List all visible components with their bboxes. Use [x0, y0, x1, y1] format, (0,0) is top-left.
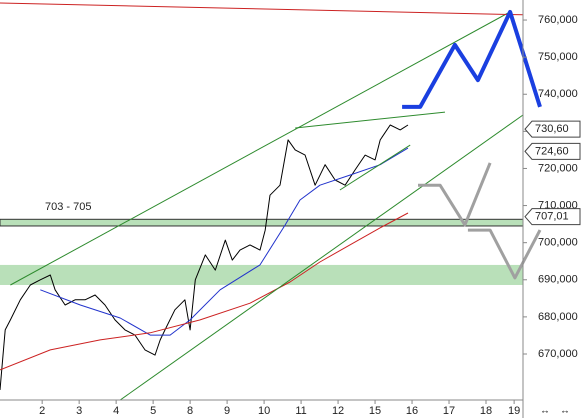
series-line [339, 144, 411, 191]
price-tag-label: 707,01 [535, 211, 569, 223]
series-line [0, 212, 409, 371]
series-line [467, 228, 542, 280]
y-tick-label: 760,000 [538, 14, 578, 26]
x-tick-label: 2 [39, 405, 45, 417]
x-tick-label: 19 [508, 405, 520, 417]
x-tick-label: 8 [187, 405, 193, 417]
price-tag [524, 208, 581, 226]
series-line [40, 147, 409, 336]
zone [0, 218, 524, 227]
zone [0, 264, 523, 285]
x-tick-label: 16 [406, 405, 418, 417]
series-line [119, 114, 524, 401]
x-tick-label: 4 [113, 405, 119, 417]
scroll-buttons[interactable]: ↔ ↔ [540, 406, 570, 417]
y-tick-label: 740,000 [538, 88, 578, 100]
x-tick-label: 10 [258, 405, 270, 417]
price-tag-label: 724,60 [535, 145, 569, 157]
price-tag [524, 142, 581, 160]
series-line [10, 11, 511, 286]
scroll-icon[interactable]: ↔ [540, 406, 550, 417]
x-tick-label: 18 [480, 405, 492, 417]
series-line [295, 111, 446, 129]
y-tick-label: 720,000 [538, 162, 578, 174]
x-tick-label: 12 [332, 405, 344, 417]
scroll-icon[interactable]: ↔ [560, 406, 570, 417]
x-tick-label: 5 [150, 405, 156, 417]
y-tick-label: 680,000 [538, 311, 578, 323]
zone-label: 703 - 705 [45, 201, 91, 213]
y-tick-label: 690,000 [538, 274, 578, 286]
price-tag [524, 120, 581, 138]
x-tick-label: 17 [443, 405, 455, 417]
series-line [0, 124, 409, 391]
series-line [0, 2, 524, 16]
x-tick-label: 15 [369, 405, 381, 417]
y-tick-label: 670,000 [538, 348, 578, 360]
y-tick-label: 750,000 [538, 51, 578, 63]
x-tick-label: 3 [76, 405, 82, 417]
price-tag-label: 730,60 [535, 123, 569, 135]
series-line [418, 162, 492, 227]
series-line [402, 9, 542, 109]
x-tick-label: 11 [295, 405, 306, 417]
x-tick-label: 9 [224, 405, 230, 417]
y-tick-label: 700,000 [538, 237, 578, 249]
